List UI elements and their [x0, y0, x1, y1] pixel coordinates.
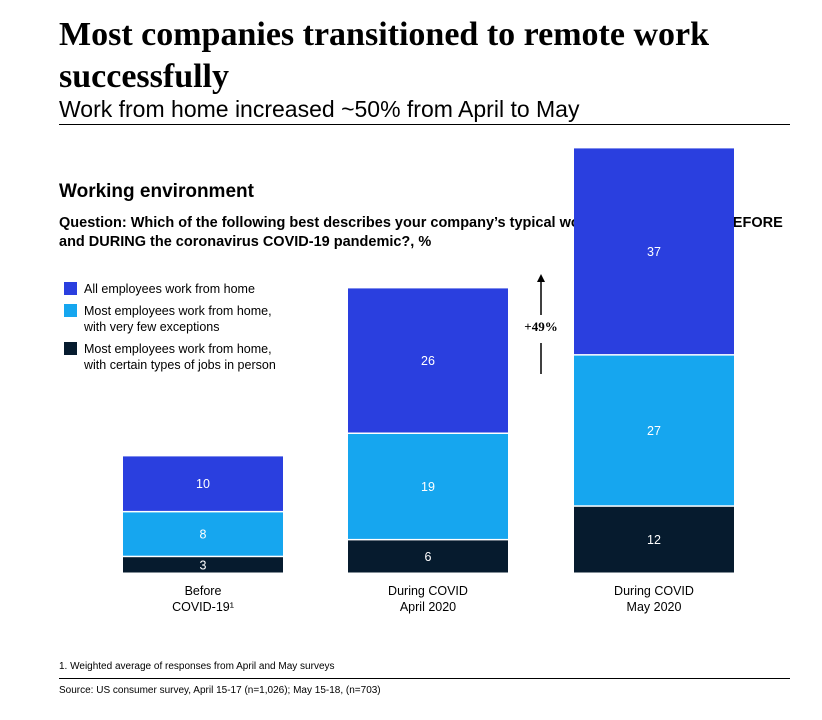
bar-segment	[123, 456, 283, 511]
category-label: April 2020	[400, 600, 456, 614]
bar-segment	[348, 288, 508, 433]
legend: All employees work from home Most employ…	[64, 281, 344, 379]
legend-label-few-exceptions: Most employees work from home, with very…	[84, 304, 272, 334]
growth-arrow-head	[537, 274, 545, 282]
category-label: Before	[185, 584, 222, 598]
bar-segment	[574, 506, 734, 573]
bar-segment	[574, 355, 734, 506]
bar-segment	[123, 512, 283, 556]
bar-segment	[348, 434, 508, 539]
category-label: During COVID	[388, 584, 468, 598]
data-label: 12	[647, 533, 661, 547]
data-label: 8	[200, 528, 207, 542]
category-label: During COVID	[614, 584, 694, 598]
data-label: 3	[200, 558, 207, 572]
bar-segment	[574, 148, 734, 355]
data-label: 37	[647, 245, 661, 259]
category-label: May 2020	[627, 600, 682, 614]
legend-item-all: All employees work from home	[64, 281, 344, 297]
legend-label-jobs-in-person: Most employees work from home, with cert…	[84, 342, 276, 372]
section-heading: Working environment	[59, 181, 254, 202]
chart-subtitle: Work from home increased ~50% from April…	[59, 96, 580, 122]
legend-item-few-exceptions: Most employees work from home, with very…	[64, 303, 344, 335]
source-note: Source: US consumer survey, April 15-17 …	[59, 685, 381, 696]
chart-title: Most companies transitioned to remote wo…	[59, 16, 710, 95]
legend-label-all: All employees work from home	[84, 282, 255, 296]
data-label: 6	[425, 550, 432, 564]
data-label: 10	[196, 477, 210, 491]
title-divider	[59, 124, 790, 125]
category-label: COVID-19¹	[172, 600, 234, 614]
data-label: 19	[421, 480, 435, 494]
bar-segment	[123, 557, 283, 573]
legend-swatch-few-exceptions	[64, 304, 77, 317]
data-label: 26	[421, 354, 435, 368]
growth-annotation: +49%	[524, 319, 557, 334]
legend-item-jobs-in-person: Most employees work from home, with cert…	[64, 341, 344, 373]
legend-swatch-jobs-in-person	[64, 342, 77, 355]
source-divider	[59, 678, 790, 679]
bar-segment	[348, 540, 508, 573]
data-label: 27	[647, 424, 661, 438]
footnote: 1. Weighted average of responses from Ap…	[59, 661, 335, 672]
stacked-bar-chart: 3 8 10 Before COVID-19¹ 6 19 26 During COVID Apri…	[123, 148, 734, 614]
legend-swatch-all	[64, 282, 77, 295]
